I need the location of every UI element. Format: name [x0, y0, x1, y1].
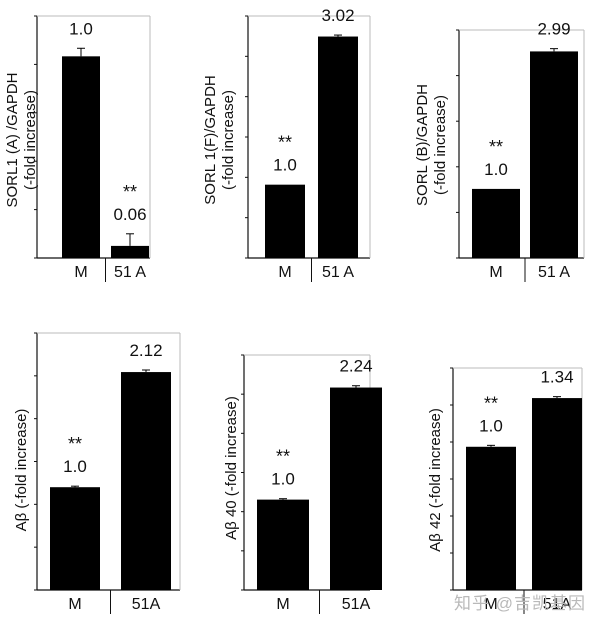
y-axis-label: Aβ 40 (-fold increase) [223, 396, 240, 540]
bar-1 [265, 184, 305, 258]
x-tick-label: M [489, 264, 502, 281]
y-axis-label: SORL (B)/GAPDH [414, 84, 431, 206]
significance-marker: ** [489, 137, 503, 157]
y-axis-label: (-fold increase) [22, 90, 39, 190]
x-tick-label: 51A [342, 596, 371, 613]
chart-3: 1.0 ** M 2.99 51 A SORL (B)/GAPDH (-fold incre… [414, 20, 585, 282]
data-label: 1.0 [273, 156, 297, 175]
x-tick-label: 51A [132, 596, 161, 613]
bar-2 [111, 245, 149, 258]
data-label: 1.0 [69, 19, 93, 38]
x-tick-label: M [276, 596, 289, 613]
y-axis-label: (-fold increase) [432, 95, 449, 195]
bar-2 [530, 51, 578, 258]
chart-2: 1.0 ** M 3.02 51 A SORL 1(F)/GAPDH (-fold incr… [202, 6, 371, 282]
data-label: 1.0 [484, 160, 508, 179]
bar-2 [532, 398, 582, 590]
bar-2 [121, 372, 171, 590]
x-tick-label: M [68, 596, 81, 613]
significance-marker: ** [276, 447, 290, 467]
x-tick-label: 51 A [538, 264, 570, 281]
data-label: 2.12 [129, 341, 162, 360]
x-tick-label: 51 A [322, 264, 354, 281]
bar-2 [318, 36, 358, 259]
data-label: 2.99 [537, 20, 570, 39]
significance-marker: ** [278, 133, 292, 153]
x-tick-label: M [278, 264, 291, 281]
x-tick-label: M [484, 596, 497, 613]
significance-marker: ** [484, 393, 498, 413]
bar-1 [472, 188, 520, 258]
chart-1: 1.0 M 0.06 ** 51 A SORL1 (A) /GAPDH (-fold inc… [4, 15, 151, 282]
bar-2 [330, 387, 382, 590]
chart-5: 1.0 ** M 2.24 51A Aβ 40 (-fold increase) [223, 354, 382, 614]
data-label: 1.0 [271, 470, 295, 489]
bar-1 [50, 487, 100, 590]
significance-marker: ** [68, 434, 82, 454]
x-tick-label: M [74, 264, 87, 281]
data-label: 2.24 [339, 357, 372, 376]
x-tick-label: 51A [543, 596, 572, 613]
data-label: 3.02 [321, 6, 354, 25]
data-label: 1.0 [63, 457, 87, 476]
y-axis-label: Aβ (-fold increase) [13, 409, 30, 532]
data-label: 1.0 [479, 416, 503, 435]
data-label: 0.06 [113, 205, 146, 224]
y-axis-label: SORL 1(F)/GAPDH [202, 75, 219, 204]
bar-1 [257, 499, 309, 590]
watermark: 知乎 @吉凯基因 [454, 594, 586, 613]
y-axis-label: (-fold increase) [220, 90, 237, 190]
y-axis-label: Aβ 42 (-fold increase) [427, 408, 444, 552]
bar-1 [62, 56, 100, 259]
chart-6: 1.0 ** M 1.34 51A Aβ 42 (-fold increase) [427, 367, 583, 614]
bar-1 [466, 446, 516, 590]
y-axis-label: SORL1 (A) /GAPDH [4, 72, 21, 207]
data-label: 1.34 [540, 368, 573, 387]
x-tick-label: 51 A [114, 264, 146, 281]
significance-marker: ** [123, 182, 137, 202]
chart-4: 1.0 ** M 2.12 51A Aβ (-fold increase) [13, 332, 181, 614]
